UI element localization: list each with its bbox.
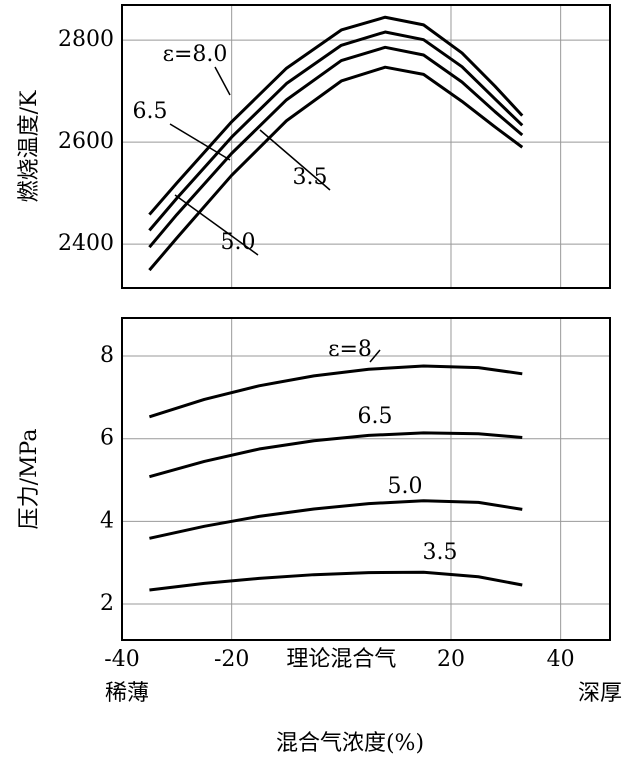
series-label: 6.5 bbox=[358, 404, 393, 429]
line-series bbox=[149, 499, 523, 540]
x-tick-label: 20 bbox=[437, 647, 465, 672]
y-tick-label: 6 bbox=[100, 426, 114, 451]
y-axis-label: 压力/MPa bbox=[17, 429, 42, 530]
annotation: 深厚 bbox=[578, 681, 622, 706]
leader-line bbox=[369, 349, 381, 363]
leader-line bbox=[169, 123, 231, 161]
line-series bbox=[148, 45, 524, 249]
y-tick-label: 4 bbox=[100, 508, 114, 533]
x-tick-label: -20 bbox=[214, 647, 249, 672]
x-tick-label: 40 bbox=[547, 647, 575, 672]
line-series bbox=[148, 30, 524, 232]
y-axis-label: 燃烧温度/K bbox=[17, 90, 42, 202]
series-label: 6.5 bbox=[133, 99, 168, 124]
series-label: 3.5 bbox=[423, 540, 458, 565]
y-tick-label: 2600 bbox=[58, 129, 114, 154]
x-axis-label: 混合气浓度(%) bbox=[276, 731, 424, 756]
plot-frame bbox=[121, 317, 611, 641]
line-series bbox=[148, 364, 523, 419]
series-label: 5.0 bbox=[221, 230, 256, 255]
series-label: ε=8 bbox=[328, 337, 372, 362]
y-tick-label: 2400 bbox=[58, 231, 114, 256]
line-series bbox=[149, 570, 523, 592]
y-tick-label: 2 bbox=[100, 591, 114, 616]
leader-line bbox=[214, 66, 231, 96]
plot-frame bbox=[121, 4, 611, 289]
series-label: ε=8.0 bbox=[163, 42, 228, 67]
annotation: 稀薄 bbox=[105, 681, 149, 706]
annotation: 理论混合气 bbox=[286, 647, 396, 672]
line-series bbox=[148, 65, 524, 272]
line-series bbox=[148, 15, 524, 216]
line-series bbox=[149, 431, 523, 479]
y-tick-label: 8 bbox=[100, 343, 114, 368]
series-label: 5.0 bbox=[388, 474, 423, 499]
y-tick-label: 2800 bbox=[58, 27, 114, 52]
x-tick-label: -40 bbox=[104, 647, 139, 672]
leader-line bbox=[259, 129, 331, 191]
series-label: 3.5 bbox=[293, 165, 328, 190]
leader-line bbox=[174, 194, 259, 256]
